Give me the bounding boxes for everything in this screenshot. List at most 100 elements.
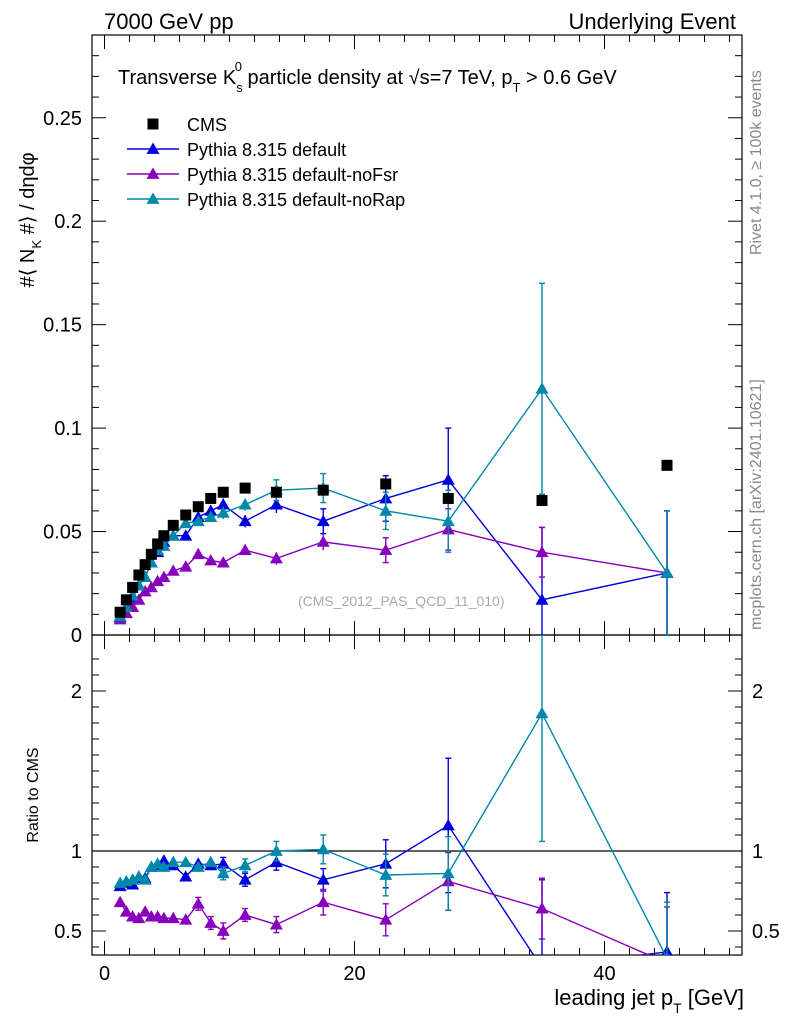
series-noFsr-ratio-point [157, 911, 171, 924]
series-noFsr-ratio-point [179, 913, 193, 925]
cms-point [139, 559, 151, 571]
series-noFsr-point [535, 545, 549, 558]
series-noFsr-ratio-point [204, 916, 218, 928]
cms-point [127, 581, 139, 593]
series-noRap-ratio-point [238, 858, 252, 871]
series-default-point [238, 514, 252, 527]
series-noRap-point [441, 514, 455, 527]
cms-point [180, 509, 192, 521]
y-tick-label-ratio: 2 [71, 681, 82, 703]
series-noRap-point [179, 516, 193, 529]
cms-point [661, 459, 673, 471]
series-noFsr-ratio-line [119, 880, 651, 955]
legend-marker-noRap [146, 192, 160, 204]
series-noRap-point [660, 566, 674, 578]
series-noRap-point [379, 504, 393, 516]
series-noFsr-point [204, 554, 218, 566]
x-tick-label: 40 [593, 963, 615, 985]
cms-point [120, 594, 132, 606]
series-noFsr-point [316, 535, 330, 547]
series-noRap-point [204, 510, 218, 522]
series-default-point [441, 473, 455, 485]
series-noFsr-ratio-point [191, 897, 205, 909]
series-noFsr-point [157, 570, 171, 582]
series-default-point [179, 529, 193, 541]
y-tick-label-ratio-right: 0.5 [752, 921, 780, 943]
cms-point [133, 569, 145, 581]
series-noRap-ratio-point [441, 866, 455, 879]
series-noRap-ratio-point [144, 860, 158, 872]
series-default-point [316, 514, 330, 527]
y-tick-label-main: 0.25 [43, 108, 82, 130]
y-tick-label-main: 0.2 [54, 211, 82, 233]
y-tick-label-main: 0.05 [43, 522, 82, 544]
series-noRap-ratio-point [126, 873, 140, 885]
cms-point [158, 530, 170, 542]
series-noFsr-point [269, 551, 283, 564]
y-tick-label-ratio-right: 2 [752, 681, 763, 703]
series-noRap-ratio-point [269, 844, 283, 856]
series-noFsr-point [238, 543, 252, 556]
series-noFsr-ratio-point [316, 895, 330, 908]
legend-marker-default [146, 142, 160, 154]
cms-point [270, 486, 282, 498]
series-default-ratio-point [536, 961, 549, 972]
y-tick-label-ratio: 0.5 [54, 921, 82, 943]
y-tick-label-ratio-right: 1 [752, 841, 763, 863]
series-noRap-ratio-line [119, 711, 667, 955]
series-noRap-ratio-point [316, 842, 330, 855]
series-default-ratio-point [238, 873, 252, 885]
legend: CMS Pythia 8.315 default Pythia 8.315 defa… [127, 115, 405, 210]
y-tick-label-ratio: 1 [71, 841, 82, 863]
y-axis-label-ratio: Ratio to CMS [25, 747, 42, 842]
rivet-label: Rivet 4.1.0, ≥ 100k events [748, 70, 765, 255]
series-noFsr-point [151, 574, 165, 587]
series-noFsr-point [179, 560, 193, 572]
cms-point [380, 478, 392, 490]
series-noFsr-ratio-point [216, 924, 230, 936]
chart-title: Transverse Ks0 particle density at √s=7 … [118, 59, 617, 95]
series-default-point [269, 498, 283, 510]
legend-label-noRap: Pythia 8.315 default-noRap [187, 190, 405, 210]
cms-point [152, 538, 164, 550]
series-noFsr-ratio-point [166, 911, 180, 924]
cms-point [167, 519, 179, 531]
series-noFsr-point [216, 556, 230, 568]
series-noFsr-ratio-point [269, 918, 283, 930]
x-tick-label: 20 [343, 963, 365, 985]
ticks-layer: 0 20 40 0 0.05 0.1 0.15 0.2 0.25 0.5 0.5 1 1 2 2 [43, 35, 780, 985]
series-noRap-point [166, 529, 180, 541]
series-default-ratio-point [441, 818, 455, 831]
cms-point [317, 484, 329, 496]
series-noRap-ratio-point [379, 868, 393, 880]
cms-point [205, 492, 217, 504]
series-default-point [535, 593, 549, 605]
series-noRap-point [535, 382, 549, 394]
mcplots-label: mcplots.cern.ch [arXiv:2401.10621] [748, 379, 765, 630]
series-default-ratio-point [269, 855, 283, 868]
series-noFsr-ratio-point [379, 913, 393, 925]
series-noFsr-point [144, 580, 158, 593]
y-tick-label-main: 0.15 [43, 315, 82, 337]
series-noFsr-point [132, 593, 146, 605]
series-noFsr-ratio-point [535, 902, 549, 914]
series-default-ratio-point [179, 870, 193, 882]
series-noFsr-point [379, 543, 393, 556]
ratio-frame [91, 634, 743, 956]
cms-point [217, 486, 229, 498]
ratio-panel-series [113, 635, 673, 972]
legend-label-cms: CMS [187, 115, 227, 135]
series-noRap-ratio-point [665, 951, 669, 955]
series-noFsr-ratio-point [119, 905, 133, 917]
series-noFsr-point [166, 564, 180, 576]
series-noRap-point [238, 498, 252, 510]
series-noFsr-ratio-point [113, 895, 127, 908]
series-noRap-ratio-point [157, 860, 171, 872]
y-tick-label-main: 0.1 [54, 418, 82, 440]
series-noRap-ratio-point [204, 855, 218, 868]
series-default-point [204, 504, 218, 516]
series-default-ratio-point [316, 873, 330, 885]
y-tick-label-main: 0 [71, 625, 82, 647]
legend-label-default: Pythia 8.315 default [187, 140, 346, 160]
